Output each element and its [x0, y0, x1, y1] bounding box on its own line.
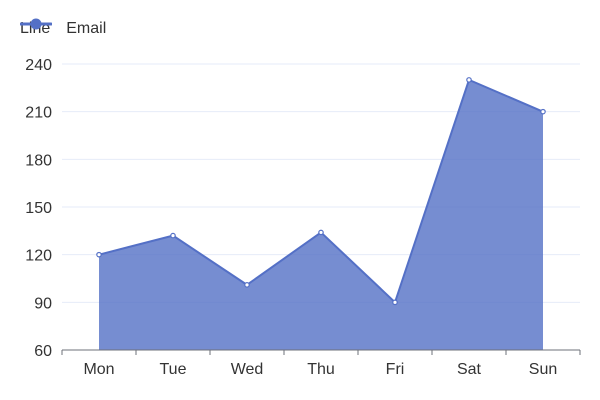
- x-tick-label: Wed: [231, 361, 264, 378]
- email-data-point[interactable]: [466, 77, 472, 83]
- y-tick-label: 60: [34, 343, 52, 360]
- email-data-point[interactable]: [318, 229, 324, 236]
- x-tick-label: Sat: [457, 361, 482, 378]
- legend-item-email[interactable]: Email: [20, 18, 107, 38]
- y-tick-label: 240: [25, 57, 52, 74]
- email-data-point[interactable]: [244, 282, 250, 288]
- y-tick-label: 180: [25, 152, 52, 169]
- x-tick-label: Tue: [160, 361, 187, 378]
- y-axis-labels: 60 90 120 150 180 210 240: [25, 57, 52, 360]
- y-tick-label: 150: [25, 200, 52, 217]
- x-axis-labels: Mon Tue Wed Thu Fri Sat Sun: [83, 361, 557, 378]
- legend-label-email: Email: [66, 20, 107, 37]
- legend-line-marker-icon: [20, 18, 52, 30]
- y-tick-label: 120: [25, 248, 52, 265]
- y-tick-label: 210: [25, 105, 52, 122]
- chart-header: Line Email: [20, 17, 106, 41]
- x-tick-label: Mon: [83, 361, 114, 378]
- email-data-point[interactable]: [392, 299, 398, 306]
- email-data-point[interactable]: [96, 251, 102, 258]
- x-axis: [61, 349, 581, 355]
- email-data-point[interactable]: [170, 232, 176, 239]
- email-area: [99, 79, 543, 350]
- x-tick-label: Fri: [386, 361, 405, 378]
- x-tick-label: Sun: [529, 361, 557, 378]
- email-data-points[interactable]: [96, 77, 546, 306]
- y-tick-label: 90: [34, 295, 52, 312]
- x-tick-label: Thu: [307, 361, 335, 378]
- email-data-point[interactable]: [540, 108, 546, 115]
